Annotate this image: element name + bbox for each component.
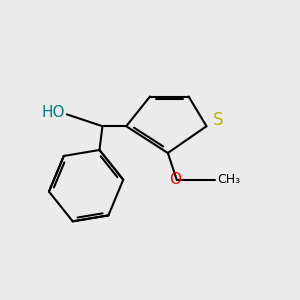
Text: HO: HO — [42, 105, 65, 120]
Text: S: S — [213, 111, 224, 129]
Text: O: O — [169, 172, 181, 187]
Text: CH₃: CH₃ — [217, 173, 240, 186]
